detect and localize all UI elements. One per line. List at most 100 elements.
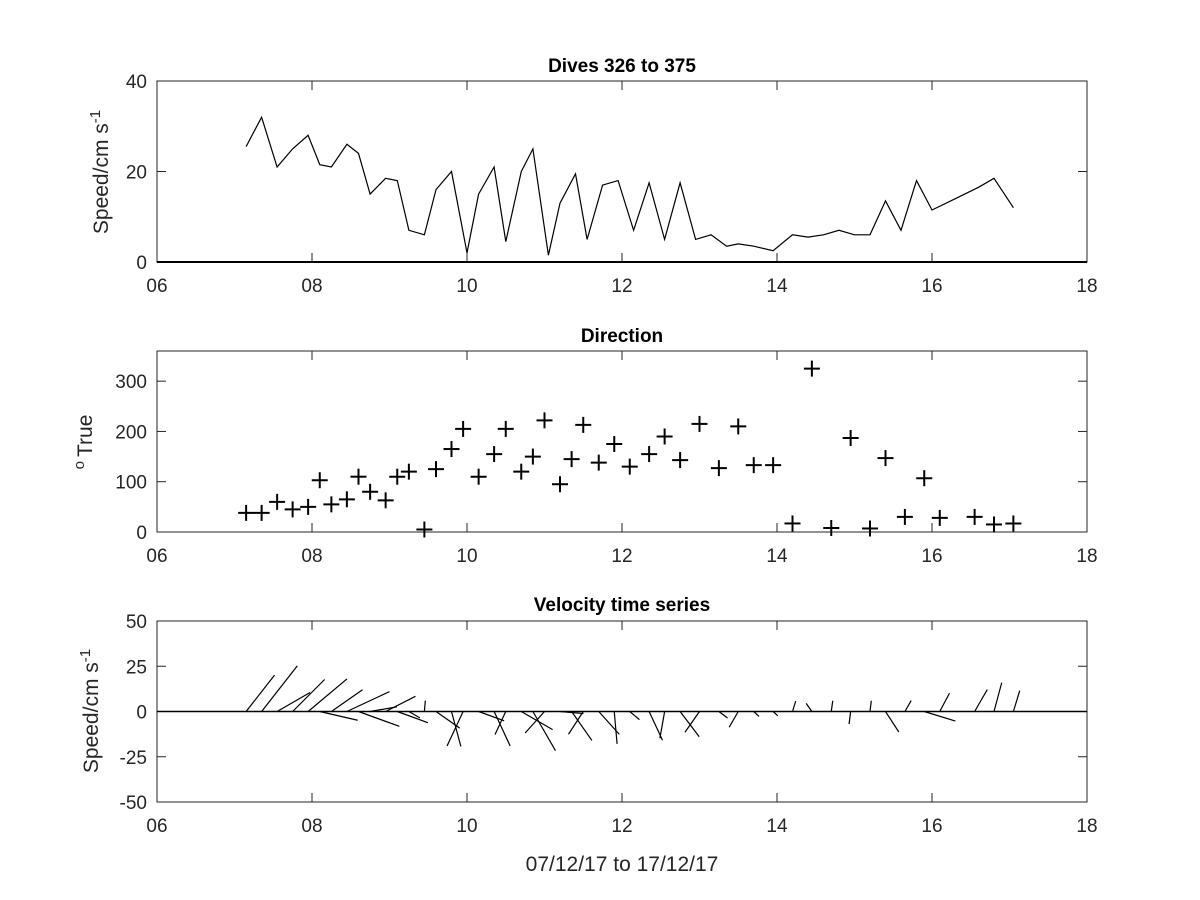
direction-point — [823, 519, 840, 536]
x-tick-label: 08 — [301, 816, 322, 837]
direction-point — [931, 509, 948, 526]
y-tick-label: -50 — [120, 793, 147, 814]
x-tick-label: 08 — [301, 276, 322, 297]
direction-point — [323, 496, 340, 513]
velocity-stick — [772, 711, 779, 717]
y-tick-label: 25 — [126, 657, 147, 678]
direction-point — [497, 420, 514, 437]
speed-axes-frame — [156, 80, 1088, 263]
direction-axes-frame — [156, 350, 1088, 533]
x-tick-label: 18 — [1076, 276, 1097, 297]
direction-point — [428, 461, 444, 478]
x-tick-label: 10 — [456, 546, 477, 567]
velocity-stick — [728, 711, 739, 728]
x-tick-label: 06 — [146, 546, 167, 567]
speed-line — [245, 115, 1014, 256]
velocity-stick — [385, 695, 416, 713]
direction-point — [672, 452, 689, 469]
velocity-stick — [397, 710, 429, 724]
velocity-stick — [307, 678, 348, 712]
y-tick-label: -25 — [120, 748, 147, 769]
velocity-stick — [848, 711, 852, 725]
direction-y-ticks: 0 100 200 300 — [115, 372, 1087, 544]
velocity-stick — [904, 700, 912, 712]
x-tick-label: 16 — [921, 276, 942, 297]
direction-point — [377, 492, 394, 509]
velocity-stick — [613, 711, 618, 745]
speed-title: Dives 326 to 375 — [548, 56, 696, 77]
velocity-stick — [805, 703, 813, 712]
direction-point — [575, 416, 592, 433]
direction-point — [765, 457, 782, 474]
y-tick-label: 100 — [115, 473, 147, 494]
velocity-stick — [869, 700, 872, 712]
velocity-stick — [450, 711, 462, 747]
x-tick-label: 14 — [766, 816, 788, 837]
y-tick-label: 20 — [126, 163, 147, 184]
direction-point — [691, 415, 708, 432]
direction-point — [986, 516, 1002, 533]
x-tick-label: 12 — [611, 546, 632, 567]
velocity-panel: Velocity time series 06 08 10 12 14 16 18 50 25… — [77, 595, 1098, 876]
direction-point — [311, 472, 328, 489]
velocity-x-ticks: 06 08 10 12 14 16 18 — [146, 621, 1098, 837]
velocity-stick — [292, 679, 326, 712]
velocity-stick — [974, 689, 988, 712]
direction-title: Direction — [581, 326, 663, 347]
velocity-title: Velocity time series — [534, 595, 710, 616]
speed-y-label: Speed/cm s-1 — [87, 110, 113, 234]
y-tick-label: 0 — [136, 523, 147, 544]
velocity-stick — [993, 682, 1003, 712]
velocity-y-label: Speed/cm s-1 — [77, 649, 103, 773]
direction-point — [536, 412, 553, 429]
speed-x-ticks: 06 08 10 12 14 16 18 — [146, 81, 1098, 297]
velocity-stick — [659, 711, 666, 739]
velocity-stick — [753, 711, 760, 717]
velocity-stick — [245, 674, 276, 712]
velocity-stick — [924, 710, 956, 722]
velocity-stick — [493, 711, 511, 747]
x-tick-label: 18 — [1076, 546, 1097, 567]
velocity-stick — [423, 700, 426, 712]
direction-point — [524, 448, 541, 465]
direction-point — [350, 468, 367, 485]
direction-point — [966, 508, 983, 525]
velocity-stick — [261, 665, 298, 712]
direction-point — [641, 446, 658, 463]
direction-point — [916, 470, 933, 487]
direction-x-ticks: 06 08 10 12 14 16 18 — [146, 351, 1098, 567]
x-tick-label: 12 — [611, 816, 632, 837]
direction-point — [896, 508, 913, 525]
direction-point — [803, 360, 820, 377]
velocity-stick — [358, 710, 400, 727]
y-tick-label: 40 — [126, 72, 147, 93]
direction-point — [842, 429, 859, 446]
x-tick-label: 16 — [921, 546, 942, 567]
velocity-stick — [346, 691, 390, 713]
x-tick-label: 14 — [766, 546, 788, 567]
direction-point — [284, 501, 301, 518]
direction-point — [784, 515, 801, 532]
direction-point — [745, 457, 762, 474]
velocity-stick — [446, 711, 464, 747]
x-tick-label: 16 — [921, 816, 942, 837]
direction-series — [238, 360, 1022, 538]
direction-point — [1005, 515, 1022, 532]
y-tick-label: 300 — [115, 372, 147, 393]
y-tick-label: 0 — [136, 253, 147, 274]
x-tick-label: 12 — [611, 276, 632, 297]
velocity-stick — [718, 711, 728, 719]
direction-point — [486, 446, 503, 463]
direction-point — [877, 450, 894, 467]
velocity-stick — [408, 710, 421, 719]
direction-point — [552, 476, 568, 493]
velocity-stick — [524, 711, 545, 734]
direction-point — [455, 420, 472, 437]
direction-point — [470, 468, 487, 485]
x-tick-label: 06 — [146, 276, 167, 297]
x-tick-label: 08 — [301, 546, 322, 567]
direction-point — [590, 454, 607, 471]
direction-point — [389, 468, 406, 485]
y-tick-label: 200 — [115, 422, 147, 443]
velocity-stick — [276, 691, 311, 713]
